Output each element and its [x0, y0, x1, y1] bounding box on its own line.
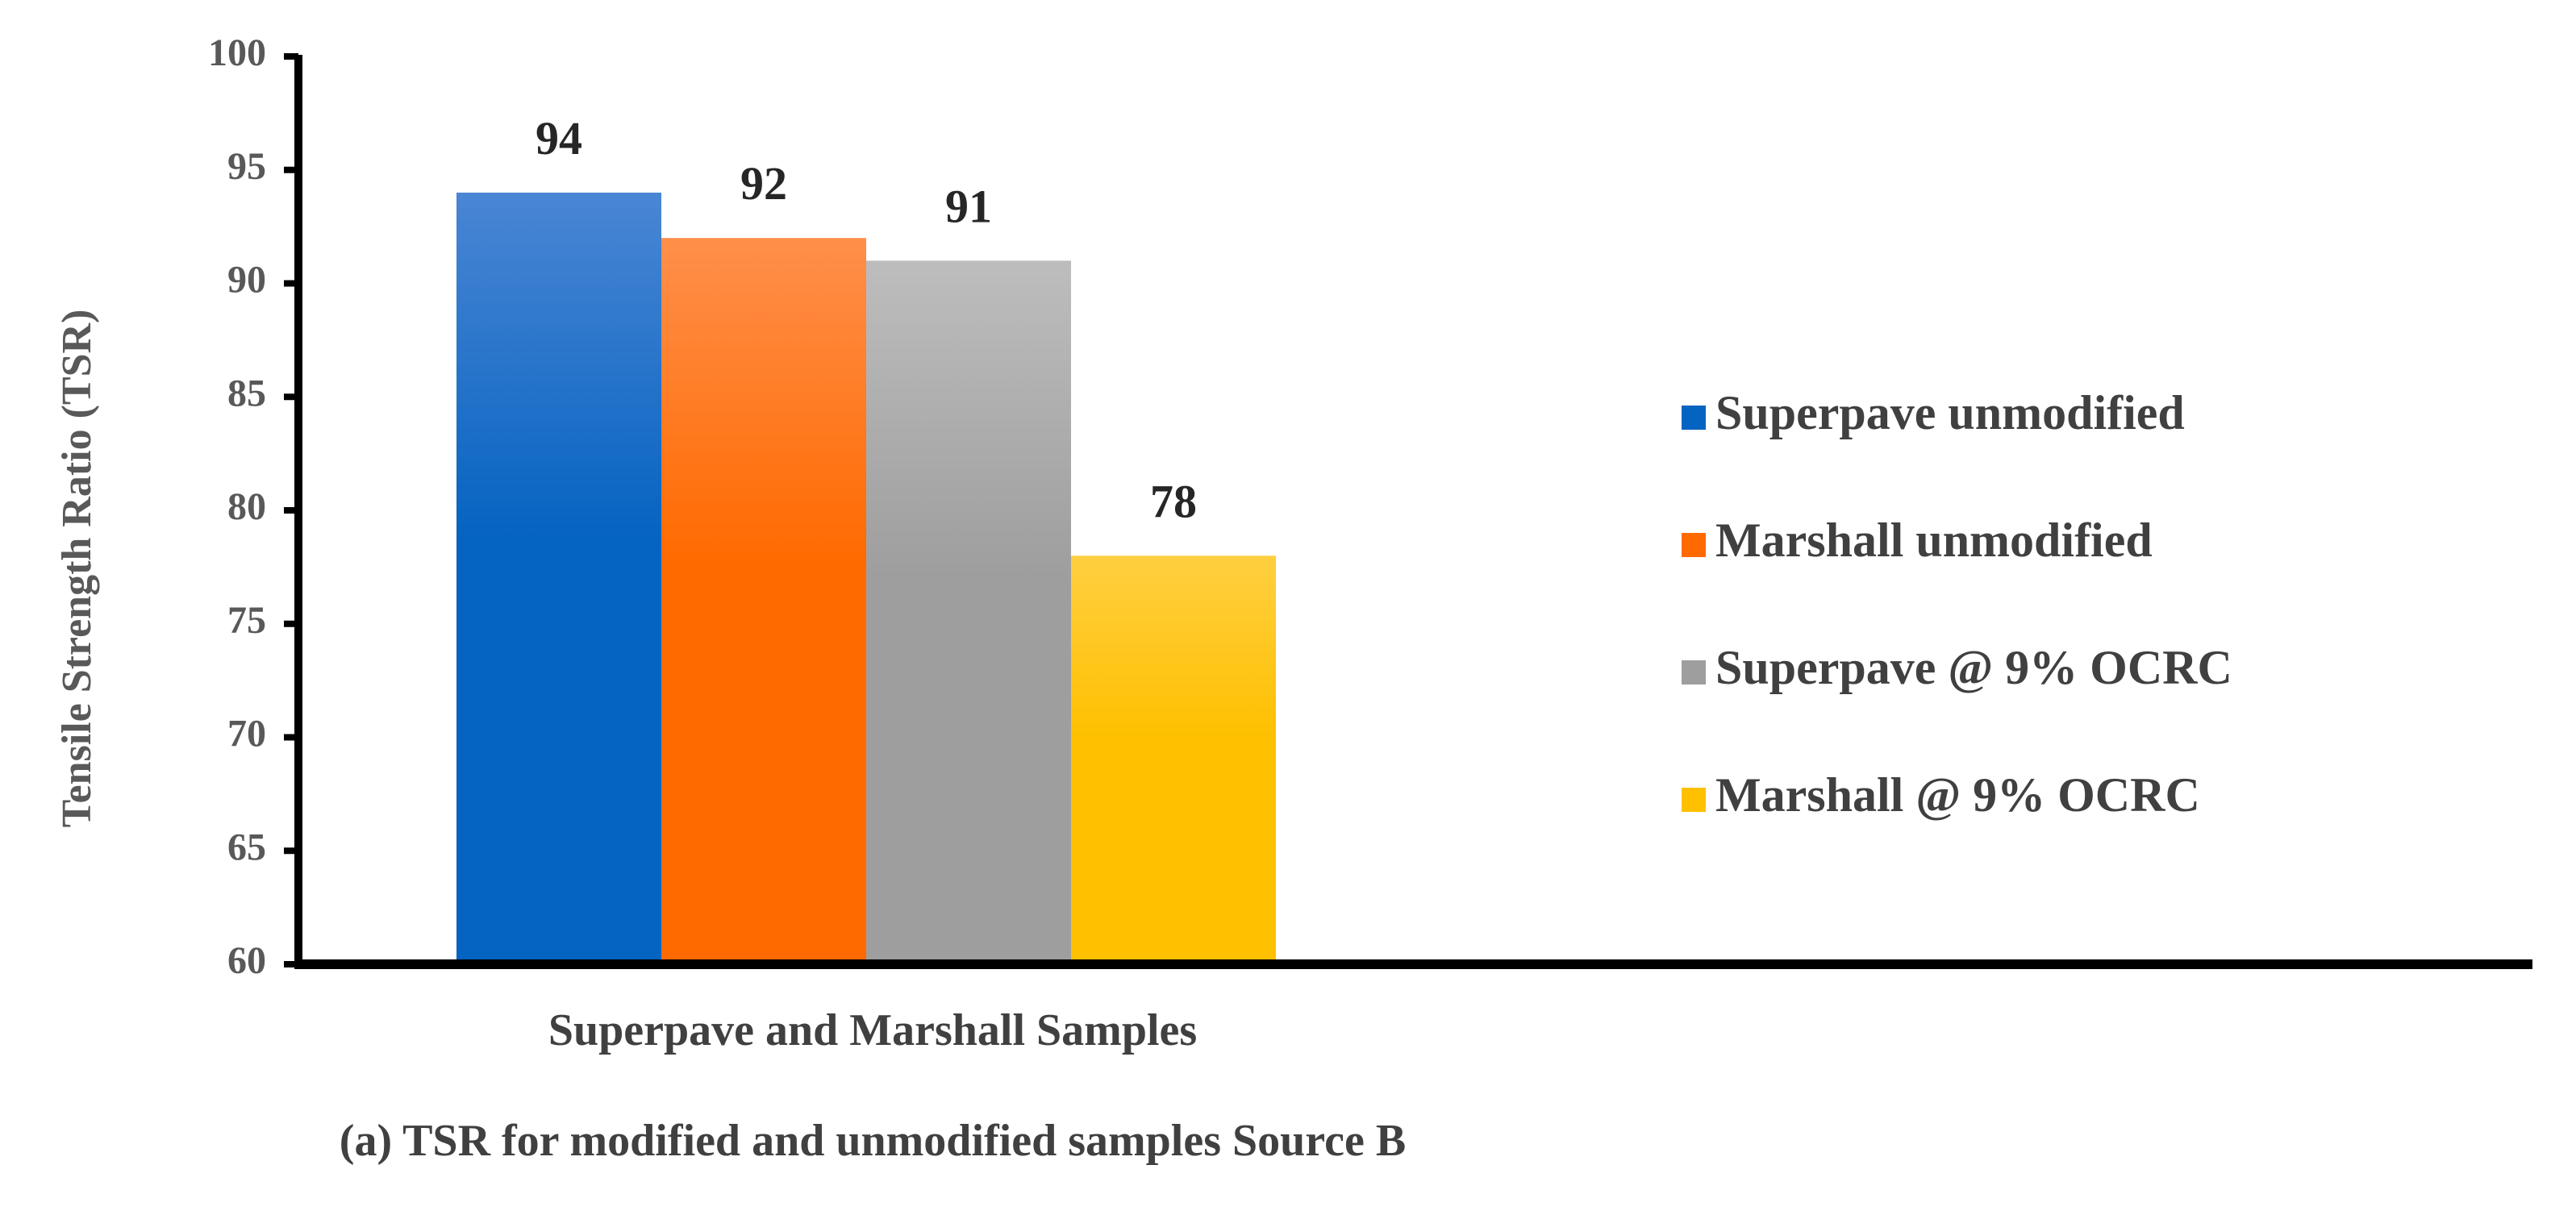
- legend-swatch: [1682, 660, 1706, 684]
- legend-swatch: [1682, 533, 1706, 557]
- y-tick-label: 70: [227, 713, 266, 755]
- bar-superpave-9-ocrc: [866, 260, 1071, 965]
- data-label: 92: [740, 157, 787, 210]
- figure-caption: (a) TSR for modified and unmodified samp…: [340, 1116, 1406, 1166]
- data-label: 78: [1150, 475, 1197, 527]
- y-tick-label: 75: [227, 599, 266, 642]
- x-axis-label: Superpave and Marshall Samples: [548, 1005, 1197, 1055]
- y-tick-label: 80: [227, 485, 266, 528]
- y-tick-label: 95: [227, 145, 266, 188]
- legend: Superpave unmodified Marshall unmodified S…: [1682, 386, 2232, 822]
- bars-layer: 94 92 91 78: [456, 112, 1276, 965]
- data-label: 94: [536, 112, 582, 164]
- legend-label: Marshall @ 9% OCRC: [1715, 768, 2200, 822]
- legend-label: Superpave @ 9% OCRC: [1715, 641, 2232, 694]
- y-tick-label: 65: [227, 826, 266, 868]
- legend-label: Marshall unmodified: [1715, 514, 2153, 567]
- bar-superpave-unmodified: [456, 192, 661, 964]
- legend-label: Superpave unmodified: [1715, 386, 2185, 439]
- legend-swatch: [1682, 406, 1706, 430]
- bar-marshall-unmodified: [661, 238, 866, 964]
- y-tick-label: 60: [227, 939, 266, 982]
- y-axis-label: Tensile Strength Ratio (TSR): [54, 310, 100, 828]
- legend-swatch: [1682, 788, 1706, 812]
- y-tick-label: 90: [227, 259, 266, 302]
- bar-marshall-9-ocrc: [1071, 555, 1276, 964]
- axes-layer: 60 65 70 75 80 85 90 95 100: [208, 31, 2532, 982]
- y-tick-label: 100: [208, 31, 266, 74]
- y-tick-label: 85: [227, 372, 266, 414]
- data-label: 91: [945, 180, 992, 232]
